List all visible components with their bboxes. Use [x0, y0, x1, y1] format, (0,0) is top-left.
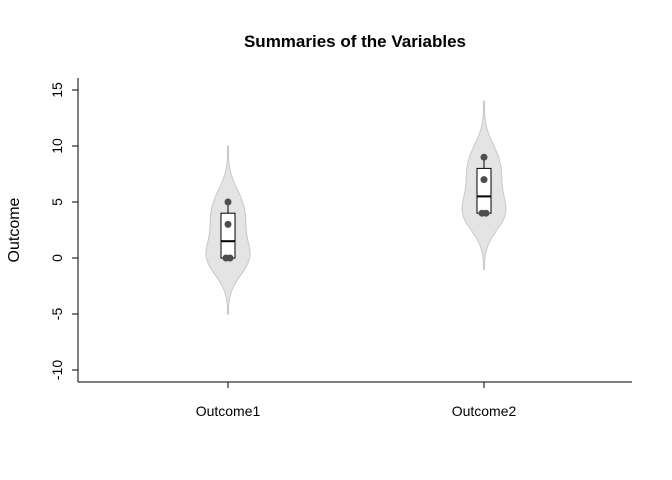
y-tick-label: 0: [49, 254, 65, 262]
data-point: [480, 153, 488, 161]
y-tick-label: -10: [49, 360, 65, 380]
data-point: [480, 176, 488, 184]
plot-frame: [77, 78, 632, 383]
y-axis-ticks: -10 -5 0 5 10 15: [49, 82, 78, 380]
violins: [205, 100, 507, 315]
box-iqr: [220, 212, 236, 259]
chart-title: Summaries of the Variables: [244, 32, 466, 51]
data-point: [226, 254, 234, 262]
y-tick-label: 5: [49, 198, 65, 206]
data-point: [482, 209, 490, 217]
data-point: [224, 198, 232, 206]
y-tick-label: 10: [49, 138, 65, 154]
y-tick-label: 15: [49, 82, 65, 98]
box-iqr: [476, 167, 492, 214]
x-axis-ticks: Outcome1 Outcome2: [196, 382, 517, 419]
data-point: [224, 220, 232, 228]
y-axis-label: Outcome: [6, 197, 23, 262]
x-tick-label: Outcome2: [452, 403, 517, 419]
x-tick-label: Outcome1: [196, 403, 261, 419]
y-tick-label: -5: [49, 308, 65, 321]
